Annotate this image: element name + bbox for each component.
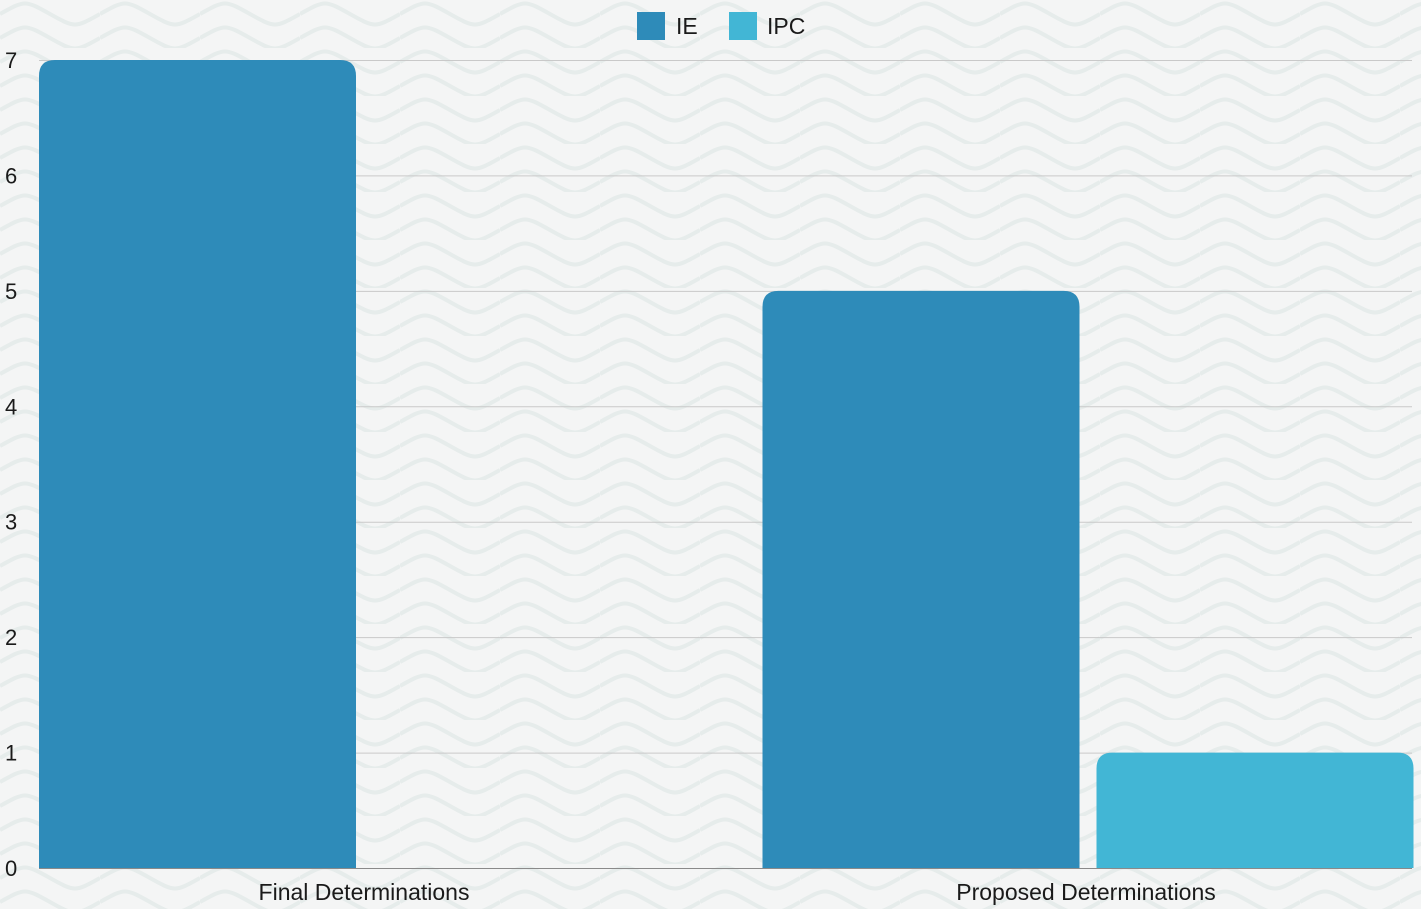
x-category-label: Final Determinations (259, 879, 470, 905)
y-tick-label: 0 (5, 856, 17, 881)
legend: IE IPC (637, 12, 805, 40)
y-tick-label: 6 (5, 163, 17, 188)
legend-label-ipc: IPC (767, 13, 805, 39)
y-tick-label: 4 (5, 394, 17, 419)
legend-swatch-ipc (729, 12, 757, 40)
bar-ie-1[interactable] (762, 290, 1080, 868)
legend-swatch-ie (637, 12, 665, 40)
x-axis-category-labels: Final Determinations Proposed Determinati… (259, 879, 1216, 905)
legend-item-ipc[interactable]: IPC (729, 12, 805, 40)
y-tick-label: 3 (5, 510, 17, 535)
y-tick-label: 7 (5, 48, 17, 73)
legend-item-ie[interactable]: IE (637, 12, 698, 40)
bars (39, 60, 1414, 868)
y-tick-label: 2 (5, 625, 17, 650)
y-tick-label: 5 (5, 279, 17, 304)
bar-ie-0[interactable] (39, 60, 356, 868)
bar-ipc-1[interactable] (1096, 752, 1414, 868)
x-category-label: Proposed Determinations (956, 879, 1216, 905)
y-axis-tick-labels: 0 1 2 3 4 5 6 7 (5, 48, 17, 881)
legend-label-ie: IE (676, 13, 698, 39)
y-tick-label: 1 (5, 741, 17, 766)
